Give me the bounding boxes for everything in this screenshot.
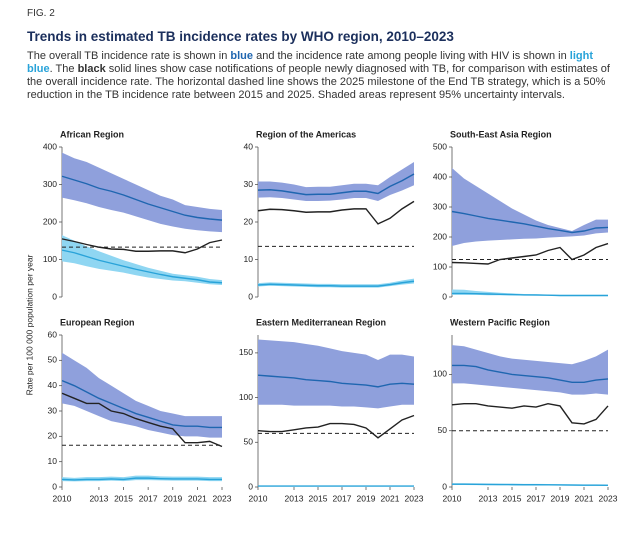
x-tick-label: 2010 — [249, 493, 268, 503]
x-tick-label: 2019 — [163, 493, 182, 503]
x-tick-label: 2021 — [188, 493, 207, 503]
y-tick-label: 0 — [442, 291, 447, 301]
y-axis-label: Rate per 100 000 population per year — [24, 254, 34, 395]
uncertainty-band — [258, 339, 414, 409]
panel-title: African Region — [60, 129, 124, 139]
x-tick-label: 2017 — [139, 493, 158, 503]
x-tick-label: 2019 — [357, 493, 376, 503]
series-line — [61, 238, 223, 254]
series-line — [257, 200, 415, 225]
y-tick-label: 10 — [244, 254, 254, 264]
series-line — [452, 292, 608, 297]
text: black — [77, 63, 106, 75]
header: FIG. 2 Trends in estimated TB incidence … — [27, 8, 617, 102]
x-tick-label: 2021 — [575, 493, 594, 503]
panel-title: Region of the Americas — [256, 129, 356, 139]
x-tick-label: 2017 — [527, 493, 546, 503]
description: The overall TB incidence rate is shown i… — [27, 50, 617, 102]
series-line — [451, 402, 609, 425]
y-tick-label: 100 — [239, 392, 253, 402]
series-line — [61, 249, 223, 284]
x-tick-label: 2013 — [479, 493, 498, 503]
y-tick-label: 300 — [433, 201, 447, 211]
series-line — [451, 242, 609, 265]
y-tick-label: 150 — [239, 347, 253, 357]
x-tick-label: 2013 — [89, 493, 108, 503]
panel-title: Western Pacific Region — [450, 317, 550, 327]
x-tick-label: 2023 — [213, 493, 232, 503]
y-tick-label: 20 — [48, 431, 58, 441]
series-line — [451, 210, 609, 234]
series-line — [61, 392, 223, 448]
x-tick-label: 2017 — [333, 493, 352, 503]
y-tick-label: 300 — [43, 179, 57, 189]
x-tick-label: 2019 — [551, 493, 570, 503]
y-tick-label: 400 — [433, 171, 447, 181]
x-tick-label: 2023 — [599, 493, 618, 503]
x-tick-label: 2015 — [503, 493, 522, 503]
uncertainty-band — [62, 352, 222, 438]
text: solid lines show case notifications of p… — [27, 63, 610, 101]
text: and the incidence rate among people livi… — [253, 50, 570, 62]
y-tick-label: 30 — [48, 405, 58, 415]
series-line — [257, 173, 415, 196]
x-tick-label: 2015 — [114, 493, 133, 503]
series-line — [61, 477, 222, 481]
y-tick-label: 400 — [43, 141, 57, 151]
panel-title: South-East Asia Region — [450, 129, 552, 139]
y-tick-label: 0 — [248, 481, 253, 491]
series-line — [257, 280, 415, 287]
text: . The — [49, 63, 78, 75]
uncertainty-band — [62, 152, 222, 233]
y-tick-label: 200 — [43, 216, 57, 226]
y-tick-label: 0 — [52, 291, 57, 301]
y-tick-label: 10 — [48, 456, 58, 466]
y-tick-label: 0 — [248, 291, 253, 301]
y-tick-label: 50 — [48, 355, 58, 365]
y-tick-label: 200 — [433, 231, 447, 241]
y-tick-label: 20 — [244, 216, 254, 226]
y-tick-label: 60 — [48, 329, 58, 339]
x-tick-label: 2021 — [381, 493, 400, 503]
uncertainty-band — [452, 168, 608, 246]
panel-title: European Region — [60, 317, 135, 327]
series-line — [452, 364, 609, 383]
uncertainty-band — [258, 162, 414, 201]
x-tick-label: 2013 — [285, 493, 304, 503]
text: light blue — [27, 50, 593, 75]
series-line — [257, 414, 415, 439]
y-tick-label: 0 — [52, 481, 57, 491]
y-tick-label: 0 — [442, 481, 447, 491]
uncertainty-band — [452, 345, 608, 395]
series-line — [61, 175, 223, 221]
y-tick-label: 500 — [433, 141, 447, 151]
x-tick-label: 2015 — [309, 493, 328, 503]
y-tick-label: 30 — [244, 179, 254, 189]
y-tick-label: 40 — [48, 380, 58, 390]
charts: Rate per 100 000 population per year Afr… — [24, 129, 618, 503]
text: The overall TB incidence rate is shown i… — [27, 50, 231, 62]
series-line — [61, 379, 222, 429]
x-tick-label: 2010 — [53, 493, 72, 503]
series-line — [452, 483, 609, 487]
y-tick-label: 100 — [433, 369, 447, 379]
y-tick-label: 50 — [244, 437, 254, 447]
figure-label: FIG. 2 — [27, 8, 55, 19]
y-tick-label: 50 — [438, 425, 448, 435]
text: blue — [230, 50, 254, 62]
x-tick-label: 2010 — [443, 493, 462, 503]
uncertainty-band — [62, 235, 222, 285]
y-tick-label: 100 — [433, 261, 447, 271]
x-tick-label: 2023 — [405, 493, 424, 503]
y-tick-label: 40 — [244, 141, 254, 151]
series-line — [257, 374, 415, 388]
panel-title: Eastern Mediterranean Region — [256, 317, 386, 327]
y-tick-label: 100 — [43, 254, 57, 264]
figure-title: Trends in estimated TB incidence rates b… — [27, 29, 454, 44]
